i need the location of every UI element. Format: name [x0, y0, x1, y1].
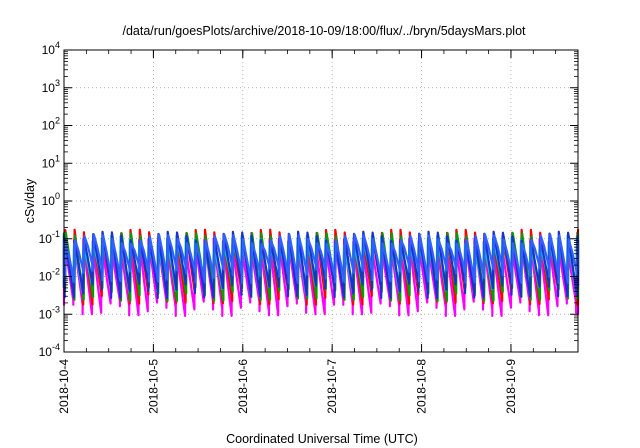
y-tick-label: 104	[42, 40, 60, 57]
x-tick-label: 2018-10-4	[57, 359, 71, 414]
y-tick-label: 10-1	[39, 229, 60, 246]
series-line	[62, 233, 580, 284]
series-group	[62, 228, 580, 317]
x-tick-labels: 2018-10-4 2018-10-5 2018-10-6 2018-10-7 2018…	[57, 359, 518, 414]
y-tick-label: 10-3	[39, 304, 60, 321]
tick-marks	[63, 49, 579, 353]
x-tick-label: 2018-10-6	[236, 359, 250, 414]
y-tick-label: 103	[42, 78, 60, 95]
y-axis-label: cSv/day	[23, 178, 37, 223]
x-tick-label: 2018-10-8	[415, 359, 429, 414]
x-tick-label: 2018-10-9	[504, 359, 518, 414]
y-tick-label: 101	[42, 153, 60, 170]
chart-title: /data/run/goesPlots/archive/2018-10-09/1…	[122, 24, 526, 38]
y-tick-label: 10-2	[39, 267, 60, 284]
x-tick-label: 2018-10-7	[325, 359, 339, 414]
x-tick-label: 2018-10-5	[146, 359, 160, 414]
y-tick-labels: 10-4 10-3 10-2 10-1 100 101 102 103 104	[39, 40, 60, 359]
y-tick-label: 100	[42, 191, 60, 208]
y-tick-label: 102	[42, 116, 60, 133]
y-tick-label: 10-4	[39, 342, 60, 359]
x-axis-label: Coordinated Universal Time (UTC)	[226, 432, 418, 446]
